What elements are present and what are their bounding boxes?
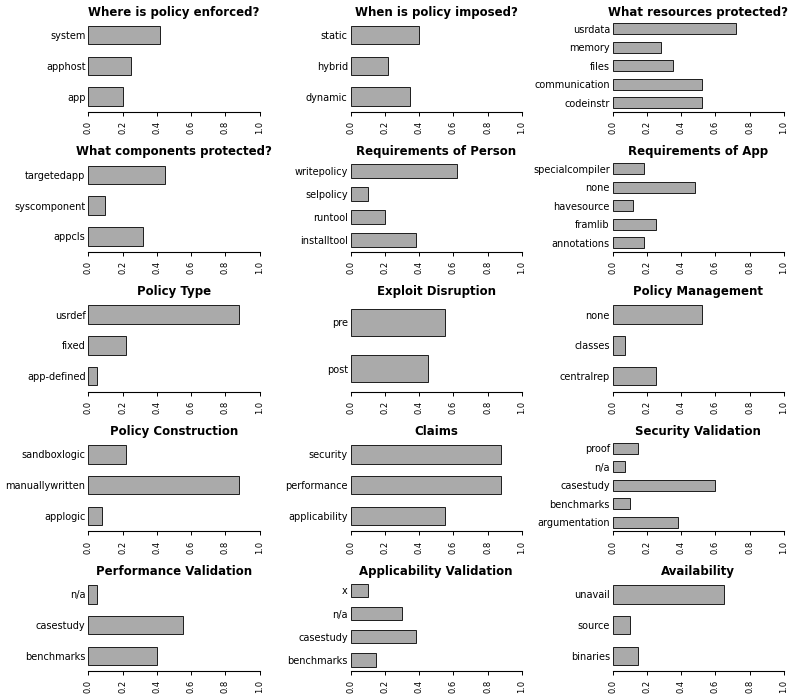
Bar <box>613 163 644 174</box>
Bar <box>613 498 630 510</box>
Bar <box>88 227 143 245</box>
Bar <box>350 308 445 336</box>
Bar <box>613 616 630 634</box>
Bar <box>350 87 410 106</box>
Bar <box>613 237 644 248</box>
Bar <box>613 200 634 211</box>
Title: Availability: Availability <box>661 565 735 578</box>
Bar <box>350 187 368 201</box>
Bar <box>88 87 122 106</box>
Bar <box>350 57 388 75</box>
Bar <box>88 585 97 603</box>
Bar <box>88 616 183 634</box>
Bar <box>613 517 678 528</box>
Bar <box>350 653 376 667</box>
Title: What components protected?: What components protected? <box>76 145 272 159</box>
Title: Performance Validation: Performance Validation <box>96 565 252 578</box>
Bar <box>88 166 165 184</box>
Bar <box>350 476 501 494</box>
Title: Policy Management: Policy Management <box>634 285 763 298</box>
Bar <box>350 607 402 621</box>
Bar <box>613 219 656 230</box>
Bar <box>613 42 661 53</box>
Title: When is policy imposed?: When is policy imposed? <box>355 6 518 19</box>
Bar <box>88 367 97 385</box>
Bar <box>613 461 625 473</box>
Bar <box>613 97 702 108</box>
Bar <box>350 26 419 44</box>
Bar <box>613 79 702 90</box>
Bar <box>613 182 695 193</box>
Bar <box>613 442 638 454</box>
Title: What resources protected?: What resources protected? <box>608 6 788 19</box>
Bar <box>350 210 385 224</box>
Bar <box>613 585 724 603</box>
Bar <box>350 630 415 644</box>
Bar <box>88 26 160 44</box>
Bar <box>88 57 131 75</box>
Bar <box>350 164 457 178</box>
Title: Requirements of Person: Requirements of Person <box>356 145 516 159</box>
Bar <box>613 336 625 354</box>
Title: Security Validation: Security Validation <box>635 425 761 438</box>
Title: Exploit Disruption: Exploit Disruption <box>376 285 495 298</box>
Title: Policy Construction: Policy Construction <box>110 425 238 438</box>
Title: Policy Type: Policy Type <box>137 285 211 298</box>
Bar <box>613 367 656 385</box>
Bar <box>350 233 415 247</box>
Bar <box>88 476 239 494</box>
Title: Where is policy enforced?: Where is policy enforced? <box>88 6 260 19</box>
Bar <box>350 354 428 382</box>
Bar <box>350 507 445 525</box>
Bar <box>613 60 673 71</box>
Bar <box>88 647 157 665</box>
Title: Applicability Validation: Applicability Validation <box>360 565 513 578</box>
Bar <box>613 23 736 34</box>
Bar <box>88 445 126 463</box>
Bar <box>88 507 102 525</box>
Bar <box>88 196 106 215</box>
Bar <box>88 305 239 324</box>
Bar <box>613 647 638 665</box>
Bar <box>613 305 702 324</box>
Bar <box>350 445 501 463</box>
Title: Claims: Claims <box>414 425 458 438</box>
Bar <box>88 336 126 354</box>
Bar <box>613 480 715 491</box>
Title: Requirements of App: Requirements of App <box>628 145 769 159</box>
Bar <box>350 584 368 598</box>
